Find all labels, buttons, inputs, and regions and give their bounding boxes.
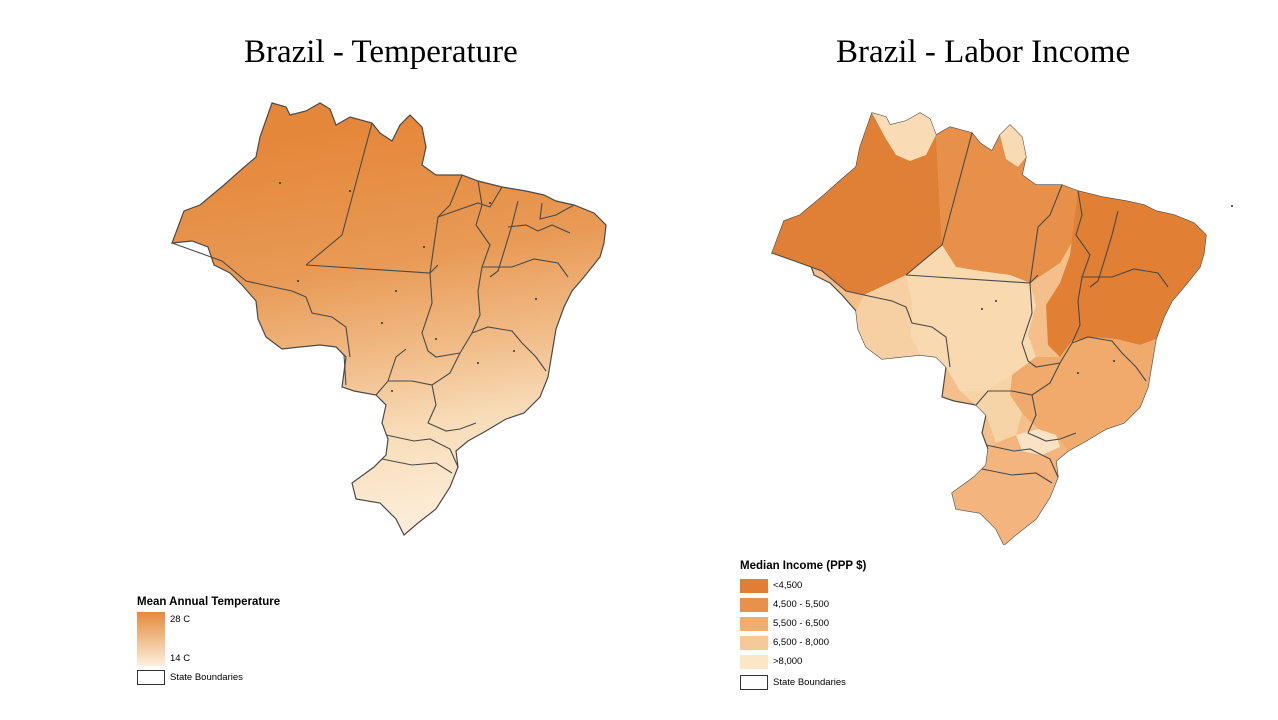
legend-title: Median Income (PPP $)	[740, 560, 867, 572]
boundary-label: State Boundaries	[773, 677, 846, 688]
legend-swatch	[740, 635, 768, 650]
income-map	[771, 112, 1233, 545]
income-region-low	[772, 113, 942, 295]
income-map-title: Brazil - Labor Income	[836, 34, 1131, 70]
income-region-high	[1000, 125, 1026, 167]
city-points	[981, 300, 1115, 374]
brazil-outline	[171, 102, 607, 536]
boundary-label: State Boundaries	[170, 672, 243, 683]
legend-class-row: <4,500	[740, 576, 866, 595]
temperature-map	[171, 102, 607, 536]
legend-swatch	[740, 616, 768, 631]
legend-class-label: 6,500 - 8,000	[773, 637, 829, 648]
legend-title: Mean Annual Temperature	[137, 596, 281, 608]
income-region-high	[872, 113, 936, 161]
income-legend: Median Income (PPP $) <4,500 4,500 - 5,5…	[740, 560, 866, 690]
legend-swatch	[740, 654, 768, 669]
legend-swatch	[740, 578, 768, 593]
island-point	[1231, 205, 1233, 207]
state-boundaries	[171, 122, 575, 474]
legend-class-row: 6,500 - 8,000	[740, 633, 866, 652]
income-region-low	[1046, 191, 1206, 357]
temperature-map-title: Brazil - Temperature	[244, 34, 518, 70]
legend-class-row: >8,000	[740, 652, 866, 671]
legend-class-label: 5,500 - 6,500	[773, 618, 829, 629]
legend-class-row: 4,500 - 5,500	[740, 595, 866, 614]
temperature-gradient-bar	[137, 612, 165, 666]
income-region-mid	[952, 429, 1068, 545]
legend-class-label: 4,500 - 5,500	[773, 599, 829, 610]
legend-class-label: <4,500	[773, 580, 803, 591]
income-region-high	[1016, 429, 1060, 455]
boundary-swatch	[137, 670, 165, 685]
legend-swatch	[740, 597, 768, 612]
boundary-swatch	[740, 675, 768, 690]
legend-class-label: >8,000	[773, 656, 803, 667]
city-points	[279, 182, 537, 392]
income-region-high	[960, 375, 1022, 443]
legend-class-row: 5,500 - 6,500	[740, 614, 866, 633]
state-boundaries	[771, 132, 1169, 484]
temperature-legend: Mean Annual Temperature 28 C 14 C State …	[137, 596, 280, 685]
legend-high-label: 28 C	[170, 614, 191, 625]
income-region-mid	[936, 125, 1078, 283]
legend-low-label: 14 C	[170, 653, 191, 664]
income-region-high	[856, 275, 920, 359]
